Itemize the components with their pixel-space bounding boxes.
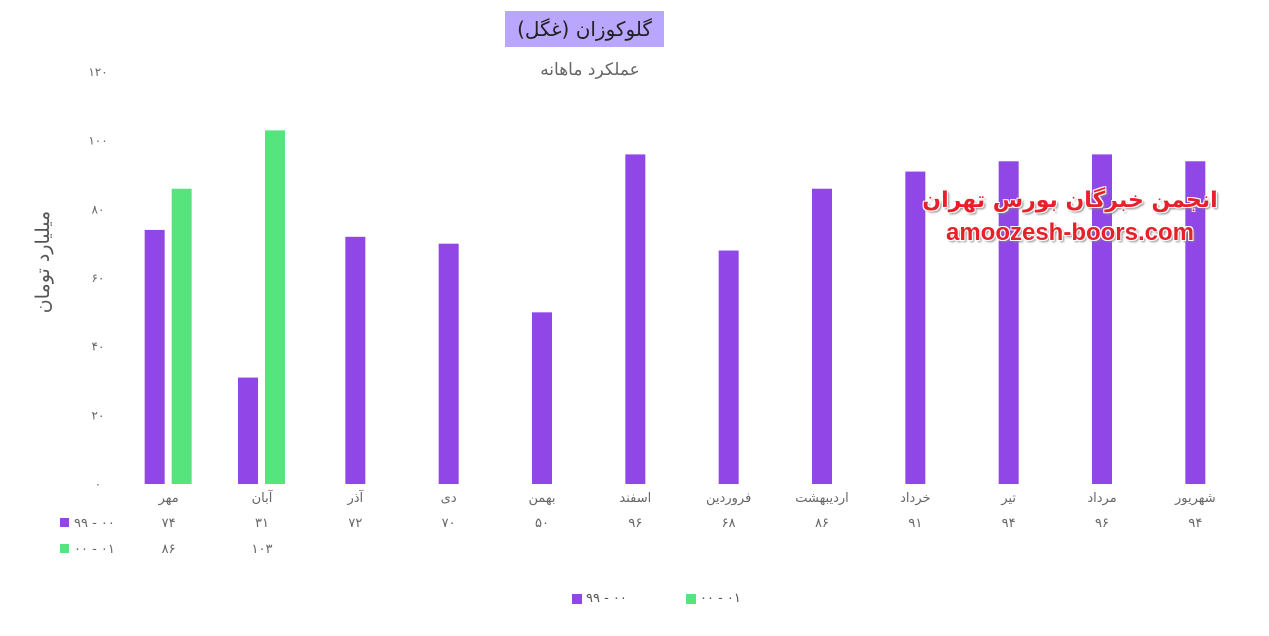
- chart-subtitle: عملکرد ماهانه: [540, 60, 640, 80]
- y-tick-label: ۶۰: [92, 271, 105, 285]
- x-tick-label: بهمن: [528, 491, 555, 506]
- legend-swatch-icon: [572, 593, 582, 604]
- legend-item-series2[interactable]: ۰۰ - ۰۱: [686, 591, 741, 606]
- x-tick-label: شهریور: [1174, 491, 1216, 506]
- table-swatch-icon: [60, 544, 69, 553]
- bar[interactable]: [265, 130, 285, 484]
- bar[interactable]: [905, 171, 926, 485]
- x-tick-label: اسفند: [619, 491, 651, 506]
- table-cell: ۶۸: [722, 516, 736, 531]
- table-row-header: ۰۰ - ۰۱: [74, 542, 115, 557]
- bar[interactable]: [238, 377, 258, 484]
- bar[interactable]: [812, 188, 832, 484]
- table-cell: ۷۲: [348, 516, 362, 531]
- table-cell: ۹۶: [1095, 516, 1109, 531]
- table-cell: ۱۰۳: [252, 542, 273, 557]
- table-cell: ۹۶: [628, 516, 642, 531]
- table-cell: ۷۴: [162, 516, 176, 531]
- watermark-line1: انجمن خبرگان بورس تهران: [922, 188, 1218, 213]
- legend-swatch-icon: [686, 593, 696, 604]
- watermark-line2: amoozesh-boors.com: [945, 219, 1195, 246]
- x-tick-label: فروردین: [706, 491, 751, 506]
- watermark: انجمن خبرگان بورس تهران amoozesh-boors.c…: [905, 184, 1235, 248]
- table-cell: ۷۰: [442, 516, 456, 531]
- table-cell: ۸۶: [162, 542, 176, 557]
- legend-label: ۰۰ - ۰۱: [700, 591, 741, 606]
- x-tick-label: آبان: [252, 489, 274, 506]
- y-tick-label: ۲۰: [92, 408, 105, 422]
- y-tick-label: ۴۰: [92, 340, 105, 354]
- table-cell: ۵۰: [535, 516, 549, 531]
- y-tick-label: ۰: [95, 477, 101, 491]
- x-tick-label: آذر: [346, 489, 364, 506]
- table-cell: ۳۱: [255, 516, 269, 531]
- legend-item-series1[interactable]: ۹۹ - ۰۰: [572, 591, 627, 606]
- legend-label: ۹۹ - ۰۰: [586, 591, 627, 606]
- chart-title: گلوکوزان (غگل): [505, 11, 664, 47]
- x-tick-label: مرداد: [1087, 491, 1116, 506]
- y-tick-label: ۱۲۰: [88, 65, 107, 79]
- bar[interactable]: [625, 154, 646, 484]
- x-tick-label: مهر: [158, 491, 179, 506]
- table-cell: ۹۱: [908, 516, 922, 531]
- y-tick-label: ۱۰۰: [88, 134, 107, 148]
- x-tick-label: دی: [441, 491, 457, 506]
- x-tick-label: خرداد: [900, 491, 930, 506]
- bar[interactable]: [998, 161, 1019, 484]
- table-cell: ۸۶: [815, 516, 829, 531]
- bar[interactable]: [1185, 161, 1206, 484]
- table-row-header: ۹۹ - ۰۰: [74, 516, 115, 531]
- bar[interactable]: [532, 312, 552, 484]
- x-tick-label: تیر: [1000, 491, 1016, 506]
- bar[interactable]: [345, 236, 366, 484]
- bar[interactable]: [144, 229, 165, 484]
- bar[interactable]: [718, 250, 739, 484]
- table-swatch-icon: [60, 518, 69, 527]
- bar[interactable]: [438, 243, 459, 484]
- y-tick-label: ۸۰: [92, 202, 105, 216]
- table-cell: ۹۴: [1002, 516, 1016, 531]
- x-tick-label: اردیبهشت: [795, 491, 849, 506]
- table-cell: ۹۴: [1188, 516, 1202, 531]
- bar[interactable]: [171, 188, 192, 484]
- bar[interactable]: [1092, 154, 1112, 484]
